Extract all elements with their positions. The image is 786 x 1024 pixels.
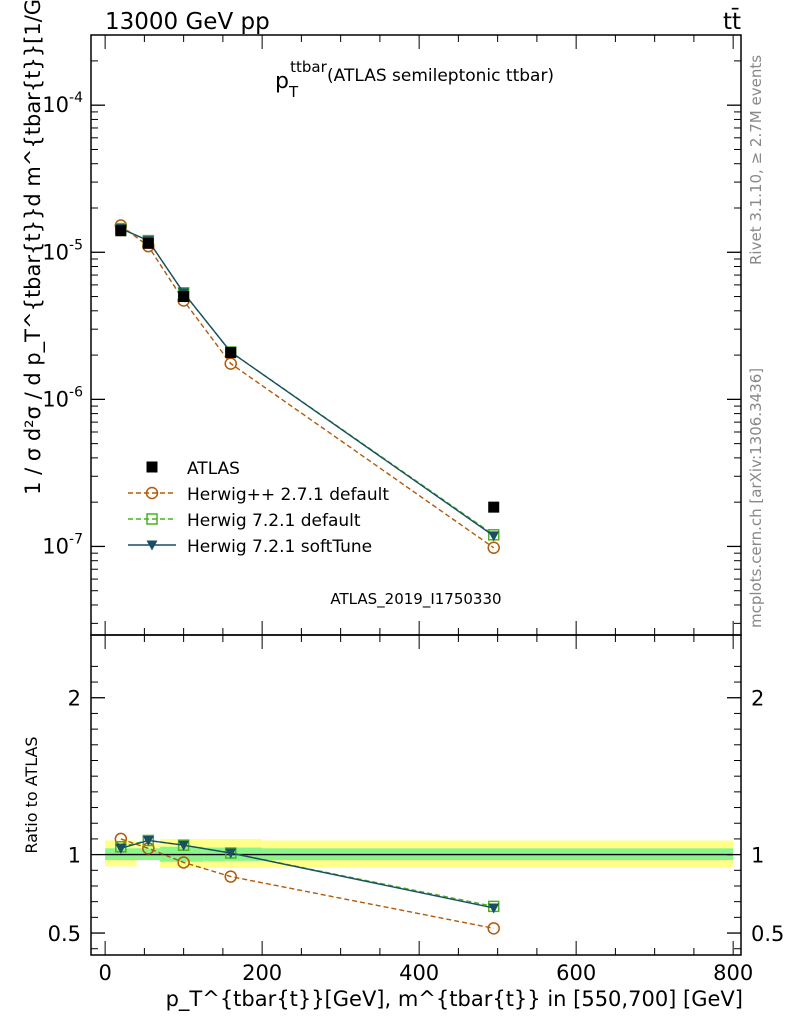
main-point-atlas: [115, 225, 127, 237]
ratio-y-tick-label-right: 1: [751, 844, 764, 868]
watermark: ATLAS_2019_I1750330: [330, 590, 501, 609]
main-plot-marks: 10-7 10-6 10-5 10-4: [42, 35, 741, 635]
legend-marker-atlas: [146, 461, 158, 473]
x-tick-label: 600: [556, 961, 596, 985]
y-tick-label: 10-6: [42, 384, 83, 411]
ratio-plot: Ratio to ATLAS p_T^{tbar{t}}[GeV], m^{tb…: [22, 635, 784, 1012]
main-plot-title-rest: (ATLAS semileptonic ttbar): [327, 66, 554, 86]
header-process-label: tt̄: [723, 7, 741, 35]
main-point-atlas: [178, 291, 190, 303]
ratio-y-tick-label: 2: [68, 687, 81, 711]
main-point-atlas: [488, 501, 500, 513]
ratio-plot-frame: [90, 634, 742, 956]
title-p: p: [275, 69, 289, 94]
ratio-point-softtune: [142, 835, 154, 846]
x-tick-label: 800: [713, 961, 753, 985]
ratio-plot-marks: 0 200 400 600 800 0.5 0.5 1 1 2 2: [48, 635, 784, 985]
y-tick-label: 10-4: [42, 90, 83, 117]
ratio-y-tick-label-right: 2: [751, 687, 764, 711]
main-point-softtune: [488, 531, 500, 542]
ratio-y-tick-label: 0.5: [48, 922, 81, 946]
ratio-y-tick-label: 1: [68, 844, 81, 868]
ratio-point-softtune: [488, 903, 500, 914]
main-point-herwigpp: [487, 541, 500, 554]
ratio-point-softtune: [115, 843, 127, 854]
title-subscript: T: [288, 83, 299, 101]
x-tick-label: 400: [399, 961, 439, 985]
ratio-point-herwigpp: [224, 870, 237, 883]
x-axis-label: p_T^{tbar{t}}[GeV], m^{tbar{t}} in [550,…: [166, 987, 743, 1012]
mcplots-credit-label: mcplots.cern.ch [arXiv:1306.3436]: [747, 368, 765, 628]
y-tick-label: 10-7: [42, 531, 83, 558]
legend-marker-softtune: [146, 540, 158, 551]
legend-marker-herwig721: [146, 513, 158, 525]
legend-label-atlas: ATLAS: [187, 459, 240, 479]
ratio-y-axis-label: Ratio to ATLAS: [22, 736, 41, 853]
ratio-point-softtune: [225, 848, 237, 859]
main-point-atlas: [225, 347, 237, 359]
y-tick-label: 10-5: [42, 237, 83, 264]
y-tick-exponent: -7: [69, 531, 83, 547]
x-tick-label: 200: [242, 961, 282, 985]
y-axis-label: 1 / σ d²σ / d p_T^{tbar{t}}d m^{tbar{t}}…: [21, 0, 46, 495]
header-energy-label: 13000 GeV pp: [105, 9, 270, 35]
x-tick-label: 0: [98, 961, 111, 985]
legend-marker-herwigpp: [145, 486, 159, 500]
y-tick-exponent: -5: [69, 237, 83, 253]
ratio-point-herwigpp: [487, 922, 500, 935]
y-tick-exponent: -4: [69, 90, 83, 106]
ratio-y-tick-label-right: 0.5: [751, 922, 784, 946]
main-plot: pTttbar (ATLAS semileptonic ttbar) ATLAS…: [21, 0, 741, 635]
main-point-atlas: [142, 237, 154, 249]
ratio-line-herwigpp: [120, 838, 494, 930]
rivet-version-label: Rivet 3.1.10, ≥ 2.7M events: [747, 55, 765, 265]
y-tick-exponent: -6: [69, 384, 83, 400]
main-plot-title: pTttbar: [275, 58, 328, 101]
ratio-point-softtune: [178, 840, 190, 851]
legend-label-softtune: Herwig 7.2.1 softTune: [187, 537, 372, 557]
title-superscript: ttbar: [290, 58, 327, 76]
legend-label-herwigpp: Herwig++ 2.7.1 default: [187, 485, 389, 505]
ratio-point-herwigpp: [177, 856, 190, 869]
main-point-herwigpp: [224, 357, 237, 370]
legend: ATLAS Herwig++ 2.7.1 default Herwig 7.2.1 …: [128, 459, 389, 557]
legend-label-herwig721: Herwig 7.2.1 default: [187, 511, 361, 531]
